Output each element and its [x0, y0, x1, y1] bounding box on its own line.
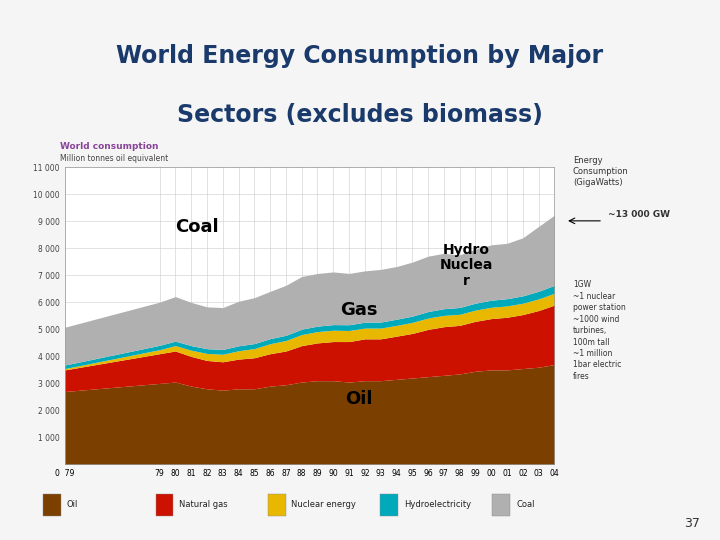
- Text: Hydro
Nuclea
r: Hydro Nuclea r: [440, 244, 493, 287]
- Text: Coal: Coal: [175, 218, 219, 236]
- Bar: [156, 494, 174, 516]
- Text: Oil: Oil: [345, 390, 372, 408]
- Text: Nuclear energy: Nuclear energy: [292, 501, 356, 509]
- Text: World Energy Consumption by Major: World Energy Consumption by Major: [117, 44, 603, 69]
- Text: Sectors (excludes biomass): Sectors (excludes biomass): [177, 103, 543, 127]
- Text: 1GW
~1 nuclear
power station
~1000 wind
turbines,
100m tall
~1 million
1bar elec: 1GW ~1 nuclear power station ~1000 wind …: [573, 280, 626, 381]
- Bar: [268, 494, 286, 516]
- Bar: [492, 494, 510, 516]
- Text: Oil: Oil: [67, 501, 78, 509]
- Bar: [380, 494, 398, 516]
- Text: Million tonnes oil equivalent: Million tonnes oil equivalent: [60, 154, 168, 163]
- Text: Hydroelectricity: Hydroelectricity: [404, 501, 471, 509]
- Text: Coal: Coal: [516, 501, 534, 509]
- Text: Natural gas: Natural gas: [179, 501, 228, 509]
- Text: Gas: Gas: [340, 301, 377, 319]
- Text: World consumption: World consumption: [60, 142, 158, 151]
- Text: ~13 000 GW: ~13 000 GW: [608, 211, 670, 219]
- Bar: [43, 494, 61, 516]
- Text: 37: 37: [684, 517, 700, 530]
- Text: Energy
Consumption
(GigaWatts): Energy Consumption (GigaWatts): [573, 156, 629, 187]
